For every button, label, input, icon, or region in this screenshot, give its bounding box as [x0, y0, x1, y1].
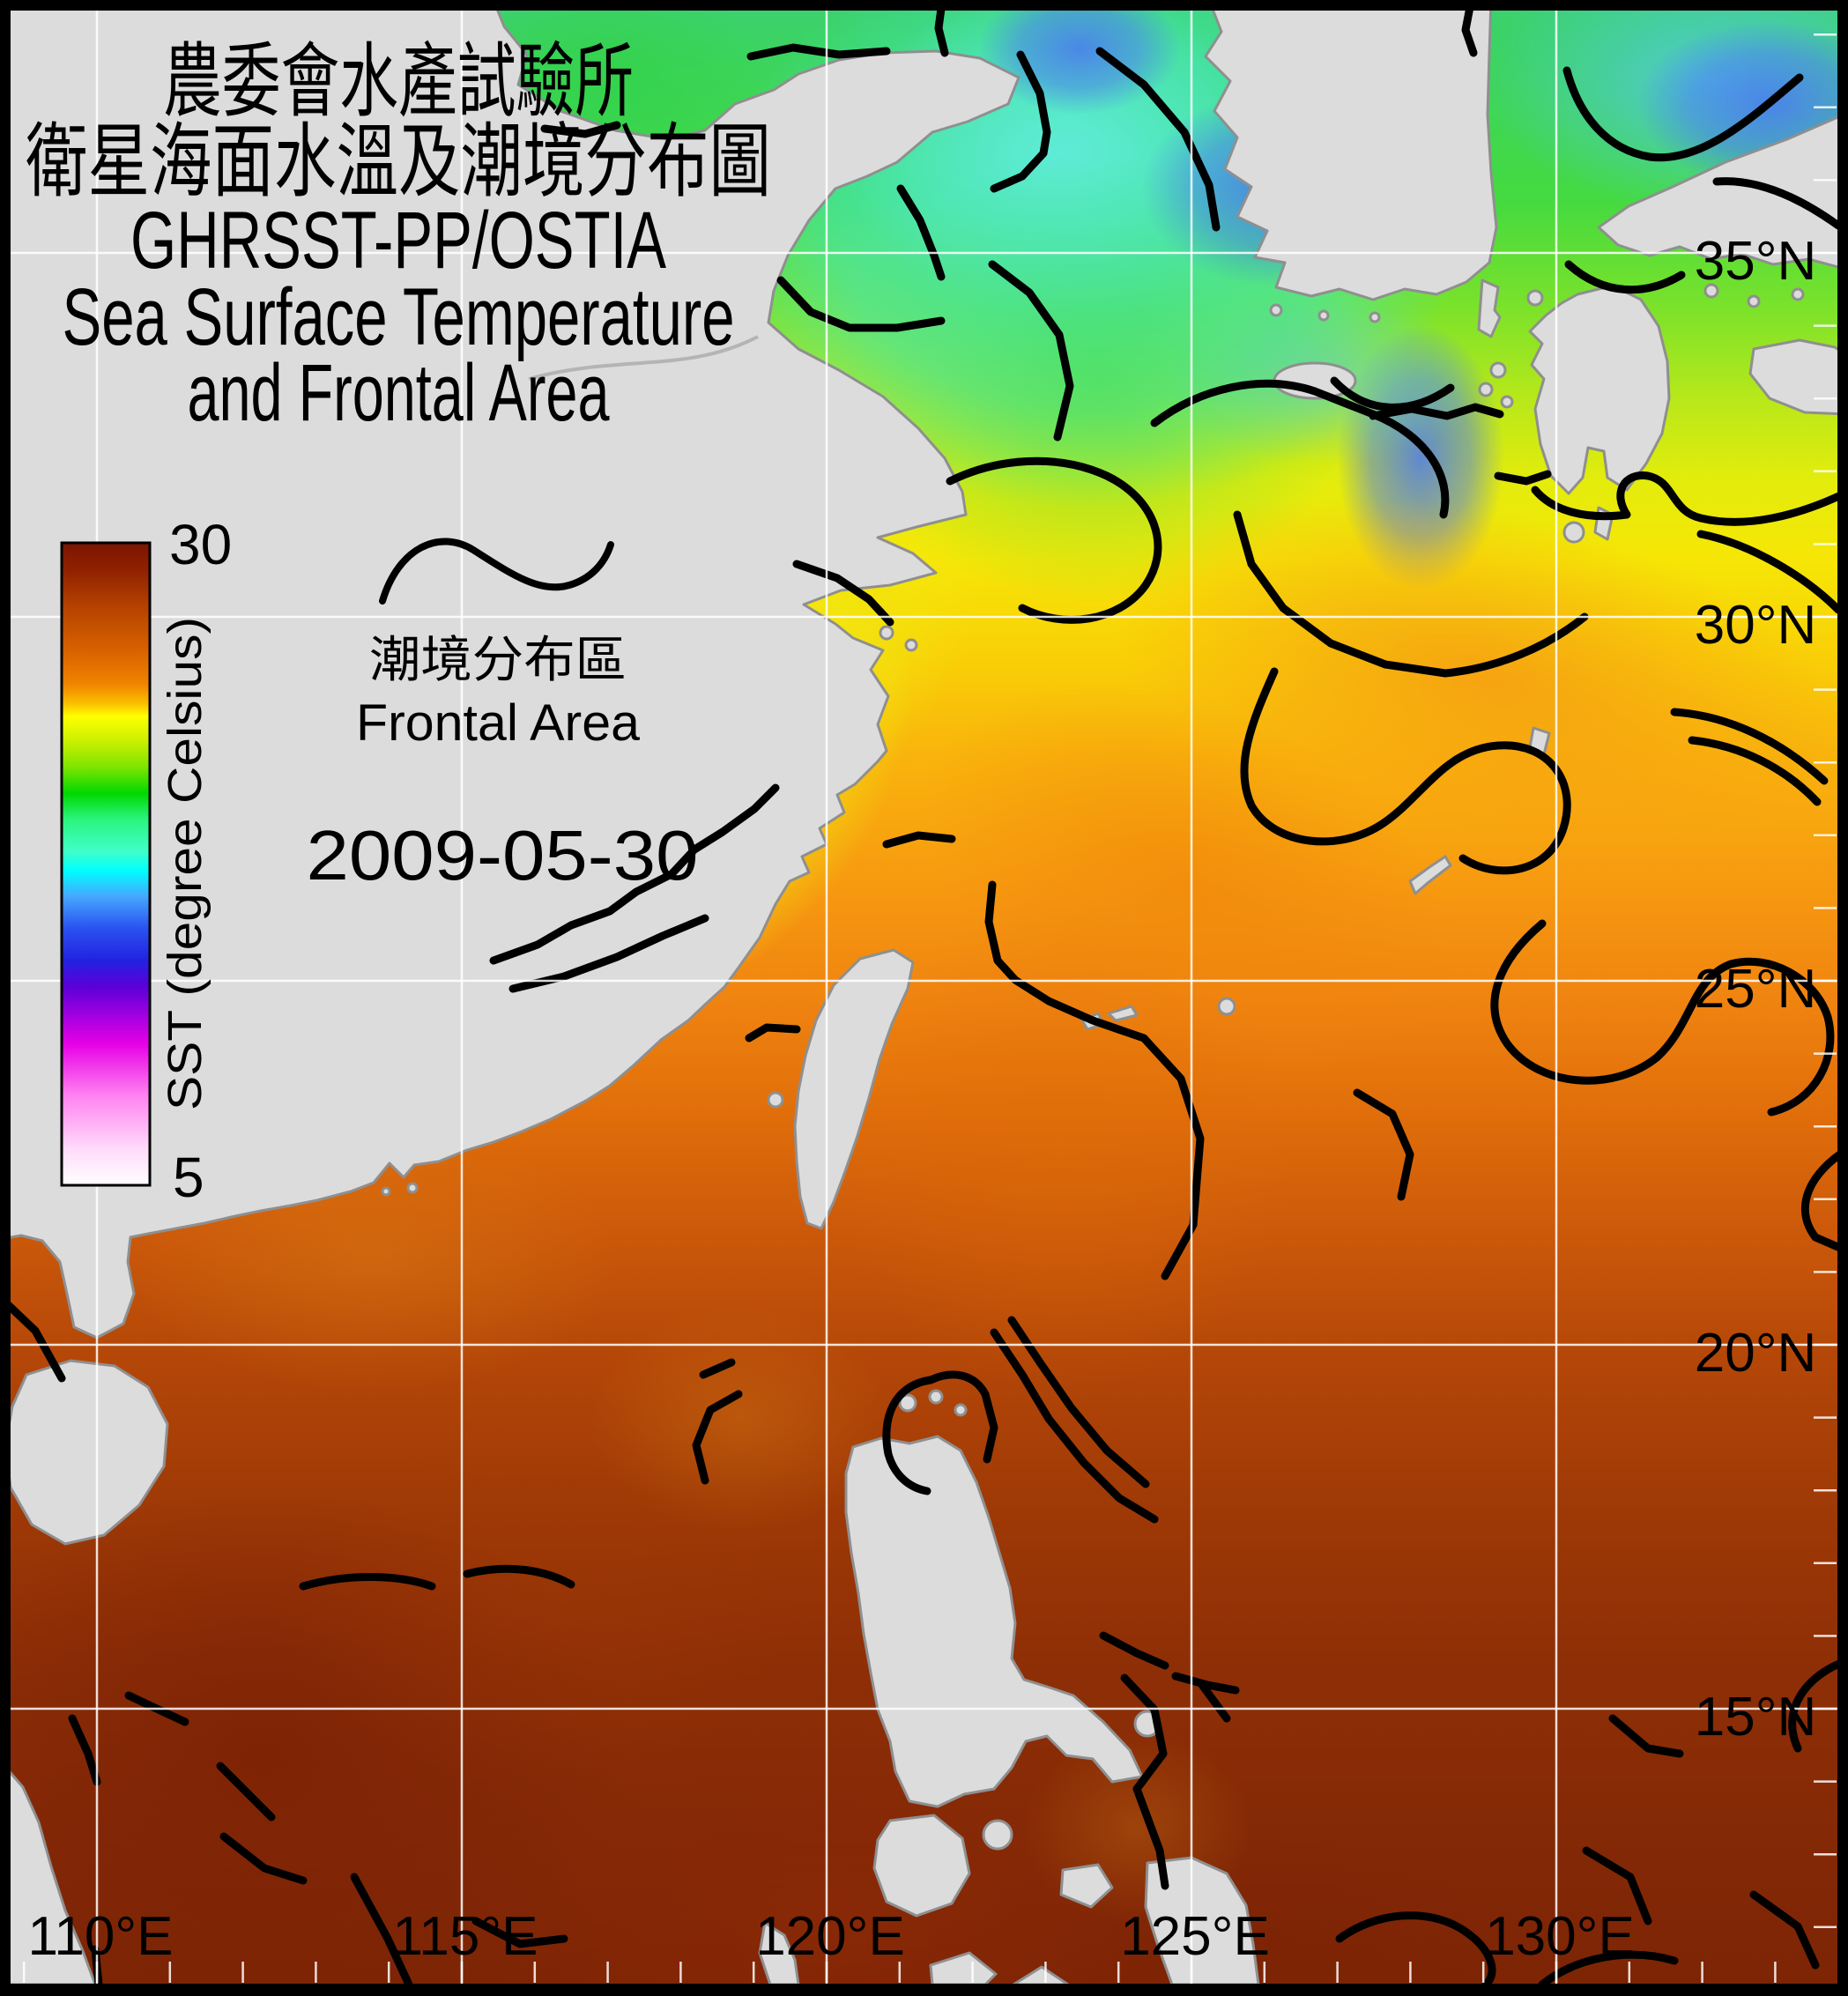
title-line-en-2: and Frontal Area [188, 348, 611, 438]
colorbar-axis-label: SST (degree Celsius) [159, 617, 212, 1110]
front-legend-label-zh: 潮境分布區 [369, 632, 627, 687]
title-line-zh-1: 農委會水產試驗所 [163, 37, 634, 127]
lon-label-130: 130°E [1485, 1906, 1635, 1967]
land-hk-islet-1 [406, 1182, 419, 1194]
sst-colorbar: 30 5 SST (degree Celsius) [60, 513, 232, 1209]
land-babuyan-1 [898, 1393, 917, 1413]
land-iki [1526, 289, 1544, 307]
land-tsushima [1477, 278, 1502, 338]
title-line-product: GHRSST-PP/OSTIA [130, 196, 666, 286]
land-korea-islet-1 [1269, 303, 1283, 317]
land-hk-islet-2 [381, 1186, 391, 1197]
colorbar-gradient [60, 541, 152, 1187]
land-yakushima [1562, 521, 1585, 544]
land-korea-islet-2 [1317, 309, 1330, 322]
land-masbate [1059, 1863, 1114, 1909]
lon-label-120: 120°E [755, 1906, 905, 1967]
land-panay [929, 1951, 998, 1986]
land-penghu [767, 1091, 784, 1109]
lat-label-20: 20°N [1695, 1323, 1817, 1384]
colorbar-max-label: 30 [169, 513, 232, 576]
colorbar-min-label: 5 [173, 1146, 204, 1209]
land-goto-2 [1478, 382, 1494, 397]
land-goto-3 [1500, 395, 1514, 409]
lat-label-25: 25°N [1695, 959, 1817, 1020]
title-block: 農委會水產試驗所 衛星海面水溫及潮境分布圖 GHRSST-PP/OSTIA Se… [26, 37, 771, 438]
land-samar [1144, 1856, 1260, 1986]
land-goto-1 [1489, 361, 1507, 379]
lon-label-110: 110°E [28, 1906, 174, 1967]
lon-label-125: 125°E [1120, 1906, 1270, 1967]
land-luzon [844, 1435, 1144, 1808]
river-yangtze [528, 335, 759, 381]
land-mindoro [872, 1814, 971, 1918]
land-seto-islet-2 [1747, 294, 1761, 308]
lat-label-30: 30°N [1695, 595, 1817, 656]
lat-label-15: 15°N [1695, 1687, 1817, 1747]
lon-label-115: 115°E [393, 1906, 538, 1967]
land-taiwan [793, 948, 915, 1230]
land-zhoushan-1 [879, 625, 894, 641]
wavy-line-icon [379, 538, 614, 605]
land-korea-islet-3 [1369, 311, 1381, 323]
title-line-en-1: Sea Surface Temperature [63, 272, 735, 362]
land-shikoku [1748, 338, 1848, 416]
land-iriomote [1107, 1005, 1139, 1022]
land-marinduque [982, 1819, 1013, 1851]
land-babuyan-3 [954, 1403, 968, 1417]
land-okinawa [1408, 855, 1452, 895]
land-kyushu [1528, 284, 1671, 495]
graticule-labels: 35°N 30°N 25°N 20°N 15°N 110°E 115°E 120°E 125°E… [28, 231, 1817, 1967]
land-zhoushan-2 [904, 638, 918, 652]
front-legend-label-en: Frontal Area [356, 694, 641, 752]
land-honshu [1597, 111, 1848, 271]
land-seto-islet-1 [1703, 283, 1719, 299]
lat-label-35: 35°N [1695, 231, 1817, 292]
land-korea [1204, 0, 1498, 301]
front-legend: 潮境分布區 Frontal Area 2009-05-30 [307, 538, 699, 894]
land-seto-islet-3 [1791, 287, 1805, 301]
land-china [0, 0, 1020, 1339]
title-line-zh-2: 衛星海面水溫及潮境分布圖 [26, 117, 771, 207]
map-date: 2009-05-30 [307, 816, 699, 894]
land-miyako [1217, 997, 1236, 1016]
graticule [11, 11, 1837, 1984]
land-babuyan-2 [928, 1389, 944, 1405]
